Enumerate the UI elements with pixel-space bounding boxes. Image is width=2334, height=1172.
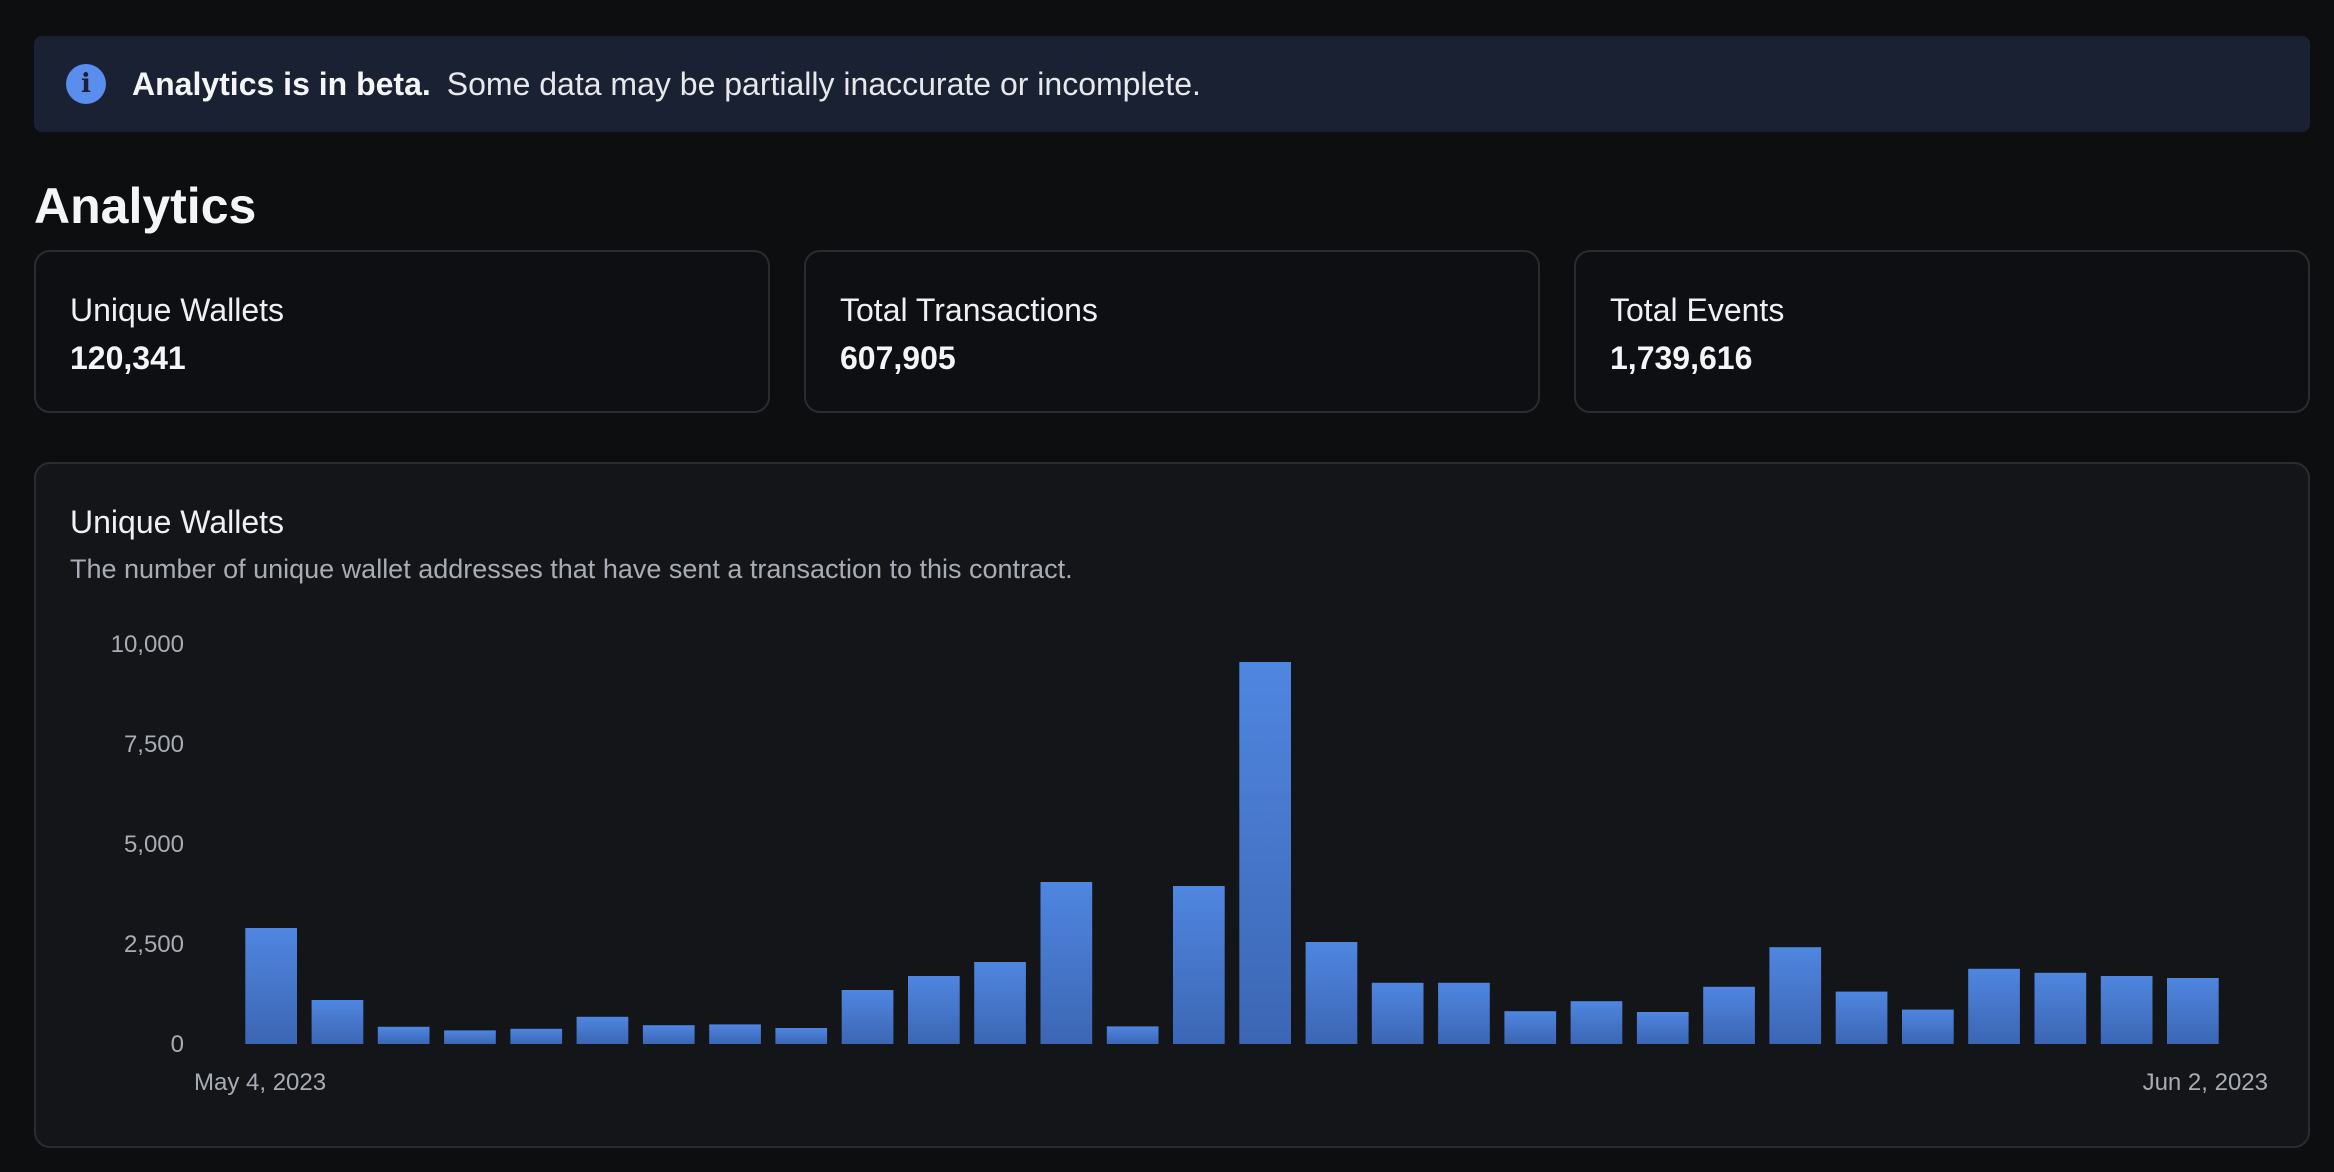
chart-bar[interactable] [2100, 976, 2153, 1044]
y-tick-label: 0 [171, 1031, 184, 1058]
stat-value: 120,341 [70, 340, 186, 376]
chart-bar[interactable] [2167, 978, 2219, 1044]
chart-bar[interactable] [444, 1030, 496, 1044]
chart-bar[interactable] [1040, 882, 1093, 1044]
chart-bar[interactable] [1305, 942, 1358, 1044]
chart-bar[interactable] [1902, 1009, 1954, 1044]
chart-bar[interactable] [1504, 1011, 1557, 1044]
chart-bar[interactable] [377, 1026, 430, 1044]
chart-bar[interactable] [576, 1016, 629, 1044]
stat-label: Unique Wallets [70, 292, 285, 328]
y-tick-label: 5,000 [124, 831, 184, 858]
info-icon: i [66, 64, 106, 104]
stat-value: 1,739,616 [1610, 340, 1753, 376]
stat-card-total-transactions: Total Transactions 607,905 [804, 250, 1540, 413]
banner-message: Some data may be partially inaccurate or… [446, 65, 1201, 102]
chart-bar[interactable] [1769, 947, 1822, 1044]
chart-bar[interactable] [642, 1025, 695, 1044]
chart-title: Unique Wallets [70, 504, 285, 540]
chart-bar[interactable] [908, 976, 960, 1044]
banner-title: Analytics is in beta. [132, 65, 431, 102]
stat-label: Total Events [1610, 292, 1785, 328]
stat-value: 607,905 [840, 340, 956, 376]
bar-chart: 0 2,500 5,000 7,500 10,000 May 4, 2023 Jun 2, … [111, 631, 2268, 1096]
chart-bar[interactable] [1835, 991, 1888, 1044]
stat-label: Total Transactions [840, 292, 1098, 328]
chart-bar[interactable] [311, 1000, 364, 1044]
x-end-label: Jun 2, 2023 [2143, 1069, 2268, 1096]
chart-bar[interactable] [1636, 1012, 1689, 1044]
chart-bar[interactable] [245, 928, 297, 1044]
chart-bar[interactable] [775, 1028, 828, 1044]
x-start-label: May 4, 2023 [194, 1069, 326, 1096]
page-title: Analytics [34, 178, 257, 234]
chart-bar[interactable] [1106, 1026, 1159, 1044]
unique-wallets-chart-card: Unique Wallets The number of unique wall… [34, 462, 2310, 1148]
chart-bar[interactable] [1703, 986, 1755, 1044]
chart-bar[interactable] [1438, 982, 1490, 1044]
stat-card-unique-wallets: Unique Wallets 120,341 [34, 250, 770, 413]
y-tick-label: 7,500 [124, 731, 184, 758]
chart-bar[interactable] [1371, 982, 1424, 1044]
y-tick-label: 2,500 [124, 931, 184, 958]
stat-card-total-events: Total Events 1,739,616 [1574, 250, 2310, 413]
chart-bar[interactable] [1968, 968, 2020, 1044]
chart-bar[interactable] [974, 962, 1026, 1044]
chart-bar[interactable] [1173, 886, 1225, 1044]
chart-bar[interactable] [2034, 972, 2087, 1044]
y-tick-label: 10,000 [111, 631, 184, 658]
chart-bar[interactable] [841, 990, 894, 1044]
chart-bar[interactable] [510, 1028, 563, 1044]
chart-bar[interactable] [709, 1024, 761, 1044]
beta-banner: i Analytics is in beta. Some data may be… [34, 36, 2310, 132]
chart-bar[interactable] [1239, 662, 1291, 1044]
chart-bar[interactable] [1570, 1001, 1623, 1044]
chart-description: The number of unique wallet addresses th… [70, 554, 1073, 584]
